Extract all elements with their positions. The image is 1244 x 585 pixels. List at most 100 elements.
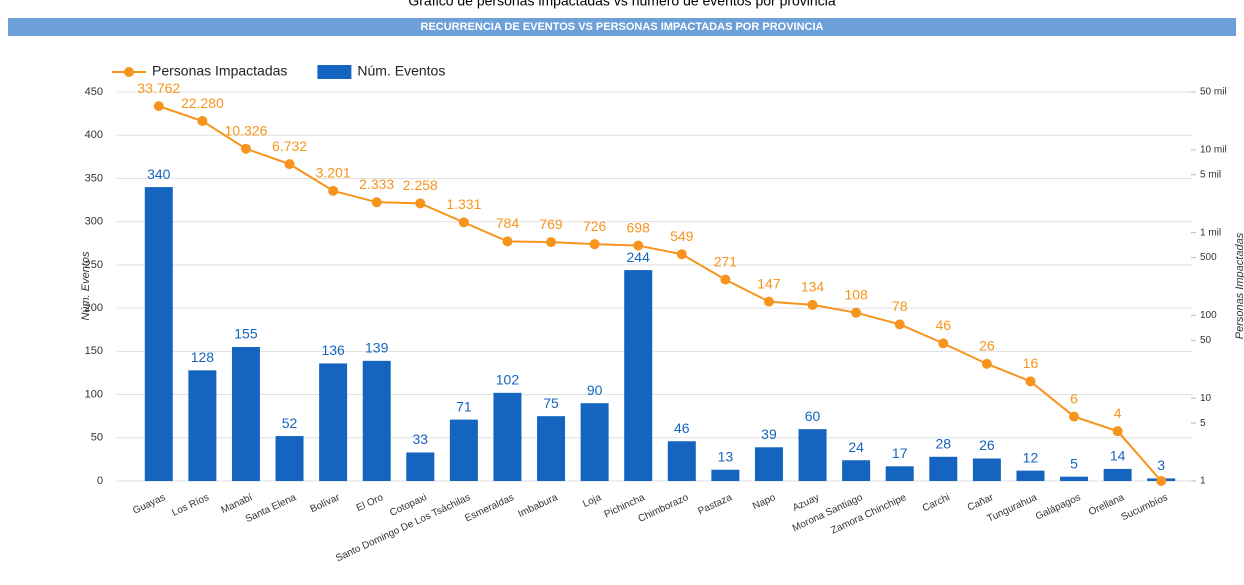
line-value-label: 271 <box>714 253 738 269</box>
line-point <box>458 217 469 228</box>
line-value-label: 6.732 <box>272 138 307 154</box>
bar-value-label: 12 <box>1023 449 1039 465</box>
line-value-label: 33.762 <box>137 80 180 96</box>
bar <box>754 447 783 481</box>
line-value-label: 10.326 <box>225 122 268 138</box>
line-point <box>589 239 600 250</box>
legend-marker <box>124 67 134 77</box>
line-value-label: 698 <box>627 219 651 235</box>
bar-value-label: 340 <box>147 166 171 182</box>
line-point <box>1156 476 1167 486</box>
bar-value-label: 13 <box>718 448 734 464</box>
x-tick-label: Sucumbíos <box>1120 492 1170 523</box>
line-point <box>676 249 687 260</box>
bar-value-label: 24 <box>848 439 864 455</box>
bar <box>580 403 609 481</box>
bar-value-label: 136 <box>321 342 345 358</box>
chart-title: Gráfico de personas impactadas vs número… <box>408 0 835 9</box>
y-tick-label: 400 <box>85 129 103 141</box>
y2-tick-label: 10 mil <box>1200 145 1227 156</box>
x-tick-label: Los Ríos <box>170 492 210 519</box>
line-value-label: 22.280 <box>181 95 224 111</box>
bar-value-label: 139 <box>365 340 389 356</box>
x-tick-label: Napo <box>751 492 778 512</box>
line-point <box>981 358 992 369</box>
y2-tick-label: 1 <box>1200 476 1206 487</box>
bar <box>537 416 566 481</box>
bar-value-label: 39 <box>761 426 777 442</box>
bar <box>1103 468 1132 481</box>
y2-tick-label: 5 <box>1200 418 1206 429</box>
legend-marker <box>317 65 352 79</box>
x-tick-label: Zamora Chinchipe <box>829 492 908 537</box>
bar-value-label: 5 <box>1070 455 1078 471</box>
line-point <box>720 274 731 285</box>
bar-value-label: 90 <box>587 382 603 398</box>
y2-tick-label: 10 <box>1200 393 1212 404</box>
y2-tick-label: 50 <box>1200 335 1212 346</box>
x-tick-label: Galápagos <box>1034 492 1082 522</box>
legend-label: Núm. Eventos <box>357 63 445 79</box>
line-point <box>546 237 557 248</box>
bar <box>275 436 304 481</box>
bar <box>798 429 827 481</box>
line-point <box>807 299 818 310</box>
line-point <box>284 159 295 170</box>
line-point <box>415 198 426 209</box>
y-axis-title: Núm. Eventos <box>80 251 92 321</box>
line-point <box>328 185 339 196</box>
line-value-label: 784 <box>496 215 520 231</box>
x-tick-label: Imbabura <box>516 492 559 520</box>
bar-value-label: 71 <box>456 398 472 414</box>
bar-value-label: 17 <box>892 445 908 461</box>
bar-value-label: 26 <box>979 437 995 453</box>
x-tick-label: Pastaza <box>696 492 734 517</box>
line-value-label: 4 <box>1114 405 1122 421</box>
bar-value-label: 14 <box>1110 448 1126 464</box>
line-point <box>763 296 774 307</box>
line-value-label: 1.331 <box>446 196 481 212</box>
line-point <box>1112 426 1123 437</box>
line-point <box>894 319 905 330</box>
line-value-label: 134 <box>801 279 825 295</box>
x-tick-label: Loja <box>581 492 603 510</box>
y2-tick-label: 5 mil <box>1200 169 1221 180</box>
bar <box>493 392 522 481</box>
bar <box>929 456 958 481</box>
x-tick-label: Chimborazo <box>637 492 691 525</box>
y-tick-label: 250 <box>85 259 103 271</box>
line-value-label: 769 <box>539 216 563 232</box>
line-value-label: 46 <box>936 317 952 333</box>
line-value-label: 26 <box>979 338 995 354</box>
x-tick-label: Azuay <box>791 492 821 514</box>
x-tick-label: Esmeraldas <box>463 492 516 524</box>
x-tick-label: Carchi <box>921 492 952 514</box>
y-tick-label: 350 <box>85 172 103 184</box>
bar-value-label: 128 <box>191 349 215 365</box>
bar <box>319 363 348 481</box>
x-tick-label: Bolívar <box>309 492 342 515</box>
bar-value-label: 244 <box>627 249 651 265</box>
line-point <box>1069 411 1080 422</box>
bar <box>362 360 391 481</box>
y-tick-label: 100 <box>85 388 103 400</box>
bar-value-label: 28 <box>936 435 952 451</box>
x-tick-label: El Oro <box>355 492 386 514</box>
y-tick-label: 150 <box>85 345 103 357</box>
line-value-label: 3.201 <box>316 165 351 181</box>
line-value-label: 2.333 <box>359 176 394 192</box>
y2-tick-label: 50 mil <box>1200 87 1227 98</box>
line-value-label: 549 <box>670 228 694 244</box>
line-value-label: 147 <box>757 275 781 291</box>
y-tick-label: 50 <box>91 432 103 444</box>
bar-value-label: 75 <box>543 395 559 411</box>
bar-value-label: 3 <box>1157 457 1165 473</box>
y2-axis-title: Personas Impactadas <box>1234 232 1244 339</box>
bar <box>885 466 914 481</box>
bar-value-label: 102 <box>496 372 520 388</box>
bar <box>449 419 478 481</box>
y-tick-label: 0 <box>97 475 103 487</box>
banner <box>8 18 1236 36</box>
legend-label: Personas Impactadas <box>152 63 287 79</box>
line-point <box>502 236 513 247</box>
